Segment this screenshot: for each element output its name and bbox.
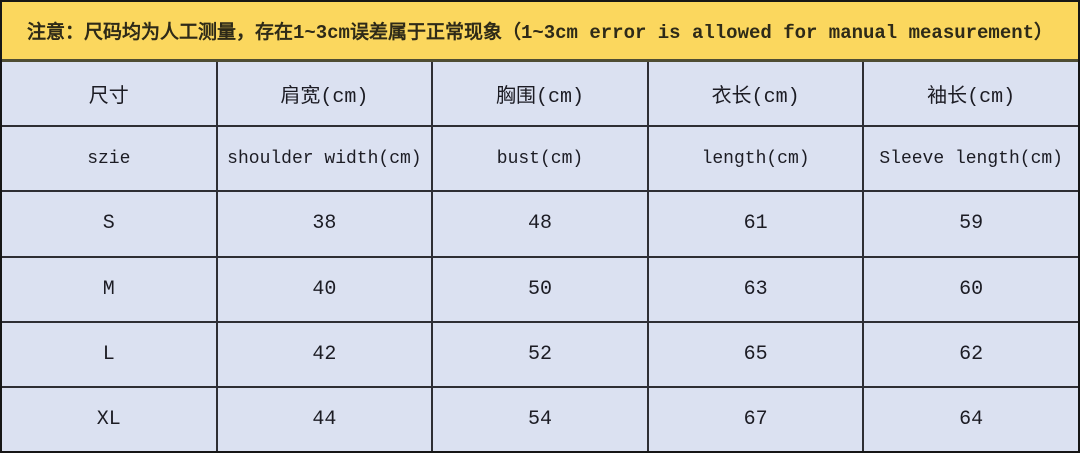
value-cell-length: 65 bbox=[646, 322, 863, 386]
table-row-m: M 40 50 63 60 bbox=[2, 255, 1078, 321]
header-cell-bust-en: bust(cm) bbox=[431, 127, 647, 191]
value-cell-sleeve: 60 bbox=[862, 257, 1078, 321]
size-cell: L bbox=[102, 342, 115, 366]
size-cell: S bbox=[102, 212, 115, 236]
header-cell-shoulder-en: shoulder width(cm) bbox=[215, 127, 432, 191]
table-header-row-en: szie shoulder width(cm) bust(cm) length(… bbox=[2, 125, 1078, 191]
table-row-s: S 38 48 61 59 bbox=[2, 190, 1078, 256]
header-cell-length-cn: 衣长(cm) bbox=[646, 62, 863, 126]
value-cell-bust: 54 bbox=[431, 387, 647, 451]
value-cell-bust: 50 bbox=[431, 257, 647, 321]
value-cell-bust: 48 bbox=[431, 192, 647, 256]
size-cell: XL bbox=[96, 407, 121, 431]
header-cell-sleeve-en: Sleeve length(cm) bbox=[862, 127, 1078, 191]
header-cell-sleeve-cn: 袖长(cm) bbox=[862, 62, 1078, 126]
value-cell-sleeve: 62 bbox=[862, 322, 1078, 386]
header-cell-bust-cn: 胸围(cm) bbox=[431, 62, 647, 126]
notice-banner: 注意：尺码均为人工测量，存在1~3cm误差属于正常现象（1~3cm error … bbox=[2, 2, 1078, 62]
value-cell-shoulder: 44 bbox=[215, 387, 432, 451]
value-cell-shoulder: 40 bbox=[215, 257, 432, 321]
header-cell-size-en: szie bbox=[87, 148, 131, 169]
notice-text: 注意：尺码均为人工测量，存在1~3cm误差属于正常现象（1~3cm error … bbox=[26, 22, 1054, 44]
table-row-xl: XL 44 54 67 64 bbox=[2, 385, 1078, 451]
value-cell-length: 67 bbox=[646, 387, 863, 451]
header-cell-length-en: length(cm) bbox=[646, 127, 863, 191]
header-cell-shoulder-cn: 肩宽(cm) bbox=[215, 62, 432, 126]
value-cell-bust: 52 bbox=[431, 322, 647, 386]
size-table: 尺寸 肩宽(cm) 胸围(cm) 衣长(cm) 袖长(cm) szie shou… bbox=[2, 62, 1078, 451]
header-cell-size-cn: 尺寸 bbox=[88, 85, 129, 109]
value-cell-sleeve: 59 bbox=[862, 192, 1078, 256]
table-header-row-cn: 尺寸 肩宽(cm) 胸围(cm) 衣长(cm) 袖长(cm) bbox=[2, 62, 1078, 126]
value-cell-shoulder: 42 bbox=[215, 322, 432, 386]
value-cell-length: 63 bbox=[646, 257, 863, 321]
value-cell-length: 61 bbox=[646, 192, 863, 256]
table-row-l: L 42 52 65 62 bbox=[2, 320, 1078, 386]
value-cell-shoulder: 38 bbox=[215, 192, 432, 256]
value-cell-sleeve: 64 bbox=[862, 387, 1078, 451]
size-cell: M bbox=[102, 277, 115, 301]
